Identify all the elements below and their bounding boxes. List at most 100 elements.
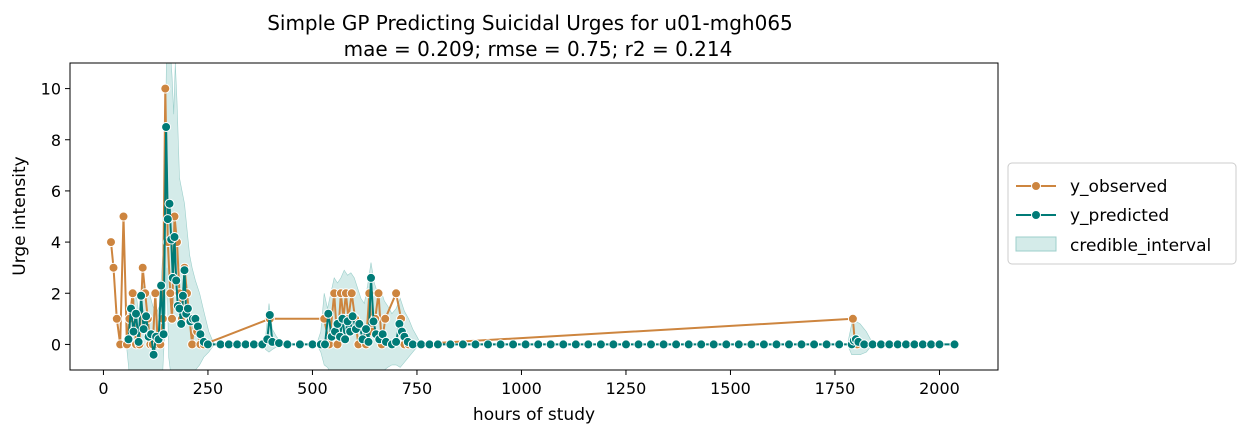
predicted-point <box>457 339 468 350</box>
predicted-point <box>784 339 794 350</box>
predicted-point <box>796 339 807 350</box>
credible-interval-layer <box>126 63 878 370</box>
predicted-point <box>746 339 757 350</box>
y-tick-label: 2 <box>51 284 61 303</box>
plot-area <box>106 63 960 370</box>
x-tick-label: 1500 <box>710 379 751 398</box>
predicted-point <box>859 339 870 350</box>
predicted-point <box>809 339 820 350</box>
x-tick-label: 250 <box>193 379 224 398</box>
y-tick-label: 6 <box>51 182 61 201</box>
predicted-point <box>407 339 418 350</box>
predicted-point <box>834 339 845 350</box>
predicted-point <box>340 334 351 345</box>
predicted-point <box>294 339 305 350</box>
predicted-point <box>136 290 147 301</box>
predicted-point <box>917 339 928 350</box>
legend-predicted-label: y_predicted <box>1070 206 1169 226</box>
predicted-point <box>156 280 167 291</box>
predicted-series-layer <box>123 122 960 360</box>
observed-line <box>110 87 858 346</box>
x-tick-label: 750 <box>402 379 433 398</box>
predicted-point <box>171 275 182 286</box>
predicted-point <box>363 336 374 347</box>
observed-point <box>127 288 138 299</box>
predicted-point <box>758 339 769 350</box>
predicted-point <box>771 339 782 350</box>
predicted-point <box>508 339 519 350</box>
predicted-point <box>177 290 188 301</box>
predicted-point <box>133 336 144 347</box>
observed-point <box>118 211 129 222</box>
x-tick-label: 2000 <box>919 379 960 398</box>
predicted-point <box>368 316 379 327</box>
y-tick-label: 8 <box>51 131 61 150</box>
predicted-point <box>949 339 960 350</box>
predicted-point <box>901 339 911 350</box>
predicted-point <box>926 339 937 350</box>
observed-point <box>108 262 119 273</box>
predicted-point <box>391 336 402 347</box>
predicted-point <box>264 310 275 320</box>
predicted-point <box>366 272 376 283</box>
predicted-point <box>867 339 878 350</box>
chart-title: Simple GP Predicting Suicidal Urges for … <box>267 11 793 35</box>
x-axis-label: hours of study <box>473 405 595 425</box>
predicted-point <box>164 198 175 209</box>
predicted-point <box>470 339 481 350</box>
y-tick-label: 0 <box>51 335 61 354</box>
legend-observed-label: y_observed <box>1070 177 1167 197</box>
predicted-point <box>633 339 644 350</box>
predicted-point <box>892 339 903 350</box>
x-tick-label: 1250 <box>606 379 647 398</box>
predicted-point <box>182 303 193 314</box>
predicted-point <box>483 339 493 350</box>
x-axis-ticks: 0 250 500 750 1000 1250 1500 1750 2000 <box>98 370 960 398</box>
predicted-point <box>320 339 330 350</box>
predicted-point <box>708 339 719 350</box>
x-tick-label: 1750 <box>815 379 856 398</box>
predicted-point <box>671 339 682 350</box>
predicted-point <box>240 339 251 350</box>
credible-interval-band <box>126 63 878 370</box>
predicted-point <box>583 339 594 350</box>
predicted-point <box>621 339 631 350</box>
y-axis-label: Urge intensity <box>10 156 30 276</box>
predicted-point <box>432 339 443 350</box>
predicted-point <box>658 339 669 350</box>
predicted-point <box>570 339 581 350</box>
predicted-point <box>558 339 569 350</box>
predicted-point <box>131 308 141 319</box>
predicted-point <box>416 339 427 350</box>
legend-predicted-marker <box>1031 210 1041 220</box>
observed-point <box>165 288 176 299</box>
predicted-point <box>202 339 213 350</box>
predicted-point <box>909 339 920 350</box>
predicted-point <box>161 122 172 132</box>
y-axis-ticks: 0 2 4 6 8 10 <box>41 80 70 354</box>
chart-subtitle: mae = 0.209; rmse = 0.75; r2 = 0.214 <box>344 37 733 61</box>
legend-interval-label: credible_interval <box>1070 236 1211 256</box>
predicted-point <box>307 339 318 350</box>
predicted-point <box>683 339 694 350</box>
predicted-point <box>176 318 187 329</box>
legend-interval-swatch <box>1015 236 1057 252</box>
predicted-point <box>520 339 531 350</box>
predicted-point <box>354 318 365 329</box>
predicted-point <box>934 339 945 350</box>
predicted-point <box>733 339 744 350</box>
predicted-point <box>545 339 556 350</box>
observed-point <box>150 288 161 299</box>
predicted-point <box>162 214 173 225</box>
predicted-point <box>533 339 544 350</box>
observed-point <box>847 313 858 324</box>
predicted-point <box>274 338 284 349</box>
x-tick-label: 0 <box>98 379 108 398</box>
predicted-point <box>223 339 234 350</box>
predicted-point <box>595 339 606 350</box>
observed-point <box>106 237 116 248</box>
predicted-point <box>696 339 707 350</box>
predicted-point <box>282 339 293 350</box>
observed-point <box>167 313 177 324</box>
